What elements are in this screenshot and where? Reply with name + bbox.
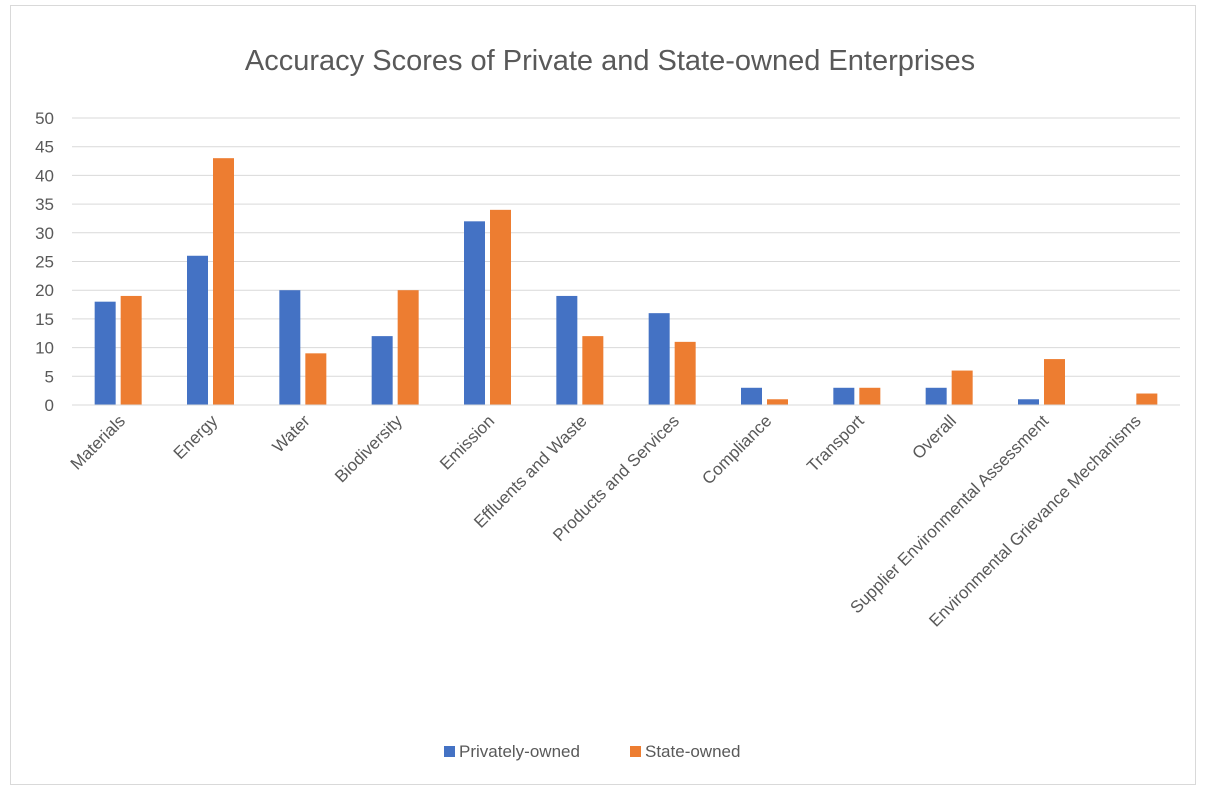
bar-privately-owned — [556, 295, 578, 405]
bar-privately-owned — [833, 387, 855, 405]
x-tick-label: Environmental Grievance Mechanisms — [925, 411, 1144, 630]
chart-title: Accuracy Scores of Private and State-own… — [245, 45, 975, 77]
x-tick-label: Compliance — [698, 411, 775, 488]
bar-state-owned — [305, 353, 327, 405]
y-tick-label: 30 — [35, 224, 54, 243]
x-tick-label: Energy — [170, 411, 222, 463]
x-axis-labels: Materials Energy Water Biodiversity Emission… — [67, 411, 1145, 631]
y-tick-label: 25 — [35, 253, 54, 272]
y-tick-label: 15 — [35, 310, 54, 329]
y-tick-label: 10 — [35, 339, 54, 358]
bars — [94, 158, 1158, 405]
bar-state-owned — [674, 341, 696, 405]
y-tick-label: 5 — [45, 367, 54, 386]
bar-privately-owned — [187, 255, 208, 405]
bar-state-owned — [213, 158, 234, 405]
legend-swatch-privately-owned — [444, 746, 455, 757]
bar-privately-owned — [371, 336, 393, 405]
bar-state-owned — [490, 209, 511, 405]
y-tick-label: 50 — [35, 109, 54, 128]
x-tick-label: Overall — [908, 411, 960, 463]
bar-privately-owned — [1018, 399, 1039, 405]
x-tick-label: Water — [269, 411, 314, 456]
legend-label-state-owned: State-owned — [645, 742, 740, 761]
bar-privately-owned — [648, 313, 670, 405]
x-tick-label: Emission — [436, 411, 498, 473]
bar-privately-owned — [925, 387, 947, 405]
legend: Privately-owned State-owned — [444, 742, 740, 761]
bar-state-owned — [951, 370, 973, 405]
y-tick-label: 0 — [45, 396, 54, 415]
bar-privately-owned — [279, 290, 301, 405]
gridlines — [72, 117, 1180, 377]
bar-state-owned — [1044, 359, 1065, 405]
bar-privately-owned — [94, 301, 116, 405]
bar-state-owned — [120, 295, 142, 405]
bar-state-owned — [397, 290, 419, 405]
x-tick-label: Biodiversity — [331, 411, 406, 486]
bar-privately-owned — [741, 387, 762, 405]
x-tick-label: Transport — [803, 411, 868, 476]
bar-state-owned — [859, 387, 881, 405]
bar-state-owned — [582, 336, 604, 405]
y-tick-label: 40 — [35, 166, 54, 185]
y-axis-ticks: 0 5 10 15 20 25 30 35 40 45 50 — [35, 109, 54, 415]
bar-state-owned — [1136, 393, 1158, 405]
legend-label-privately-owned: Privately-owned — [459, 742, 580, 761]
y-tick-label: 45 — [35, 138, 54, 157]
bar-state-owned — [767, 399, 788, 405]
y-tick-label: 35 — [35, 195, 54, 214]
x-tick-label: Materials — [67, 411, 129, 473]
y-tick-label: 20 — [35, 281, 54, 300]
x-tick-label: Supplier Environmental Assessment — [846, 411, 1052, 617]
bar-privately-owned — [464, 221, 485, 405]
legend-swatch-state-owned — [630, 746, 641, 757]
